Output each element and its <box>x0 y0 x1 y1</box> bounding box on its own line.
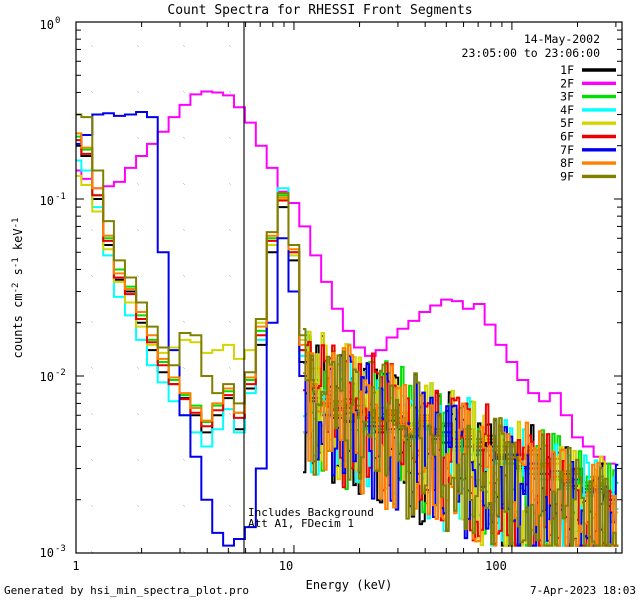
ylabel-sup2: -1 <box>11 257 21 268</box>
svg-text:counts cm-2 s-1 keV-1: counts cm-2 s-1 keV-1 <box>11 218 25 359</box>
legend-label-4f: 4F <box>560 103 574 117</box>
svg-text:10: 10 <box>40 18 54 32</box>
y-exp-1: -1 <box>55 192 66 202</box>
y-tick-2: 10 -2 <box>40 368 66 384</box>
legend-label-3f: 3F <box>560 90 574 104</box>
series-noise-9f <box>302 328 619 547</box>
x-tick-labels: 1 10 100 <box>72 559 506 573</box>
svg-text:10: 10 <box>40 546 54 560</box>
hatched-region <box>76 22 244 553</box>
legend-label-7f: 7F <box>560 143 574 157</box>
series-2f <box>76 90 616 465</box>
background-note-line1: Includes Background <box>248 506 374 519</box>
y-exp-3: -3 <box>55 544 66 554</box>
plot-frame <box>75 21 623 554</box>
ylabel-sup3: -1 <box>11 218 21 229</box>
ylabel-mid1: s <box>11 268 25 282</box>
annotation-date: 14-May-2002 <box>524 32 600 46</box>
x-axis-label: Energy (keV) <box>306 578 393 592</box>
legend-label-8f: 8F <box>560 156 574 170</box>
svg-text:10: 10 <box>40 194 54 208</box>
svg-text:10: 10 <box>40 370 54 384</box>
legend-label-6f: 6F <box>560 130 574 144</box>
y-tick-3: 10 -3 <box>40 544 66 560</box>
y-tick-0: 10 0 <box>40 16 61 32</box>
footer-left: Generated by hsi_min_spectra_plot.pro <box>4 584 249 597</box>
ylabel-base: counts cm <box>11 293 25 358</box>
y-tick-1: 10 -1 <box>40 192 66 208</box>
ylabel-sup1: -2 <box>11 283 21 294</box>
footer-right: 7-Apr-2023 18:03 <box>530 584 636 597</box>
ylabel-mid2: keV <box>11 228 25 257</box>
series-noise-8f <box>302 344 619 547</box>
annotation-time-range: 23:05:00 to 23:06:00 <box>462 46 601 60</box>
y-exp-2: -2 <box>55 368 66 378</box>
background-note-line2: Att A1, FDecim 1 <box>248 517 354 530</box>
series-layer <box>76 90 619 547</box>
legend-label-5f: 5F <box>560 116 574 130</box>
legend-label-9f: 9F <box>560 169 574 183</box>
y-axis-label: counts cm-2 s-1 keV-1 <box>11 218 25 359</box>
page-title: Count Spectra for RHESSI Front Segments <box>167 3 472 18</box>
axis-ticks <box>75 21 622 554</box>
y-exp-0: 0 <box>55 16 60 26</box>
x-tick-100: 100 <box>485 559 507 573</box>
legend-label-1f: 1F <box>560 63 574 77</box>
x-tick-10: 10 <box>279 559 293 573</box>
x-tick-1: 1 <box>72 559 79 573</box>
legend-label-2f: 2F <box>560 76 574 90</box>
y-tick-labels: 10 0 10 -1 10 -2 10 -3 <box>40 16 66 560</box>
